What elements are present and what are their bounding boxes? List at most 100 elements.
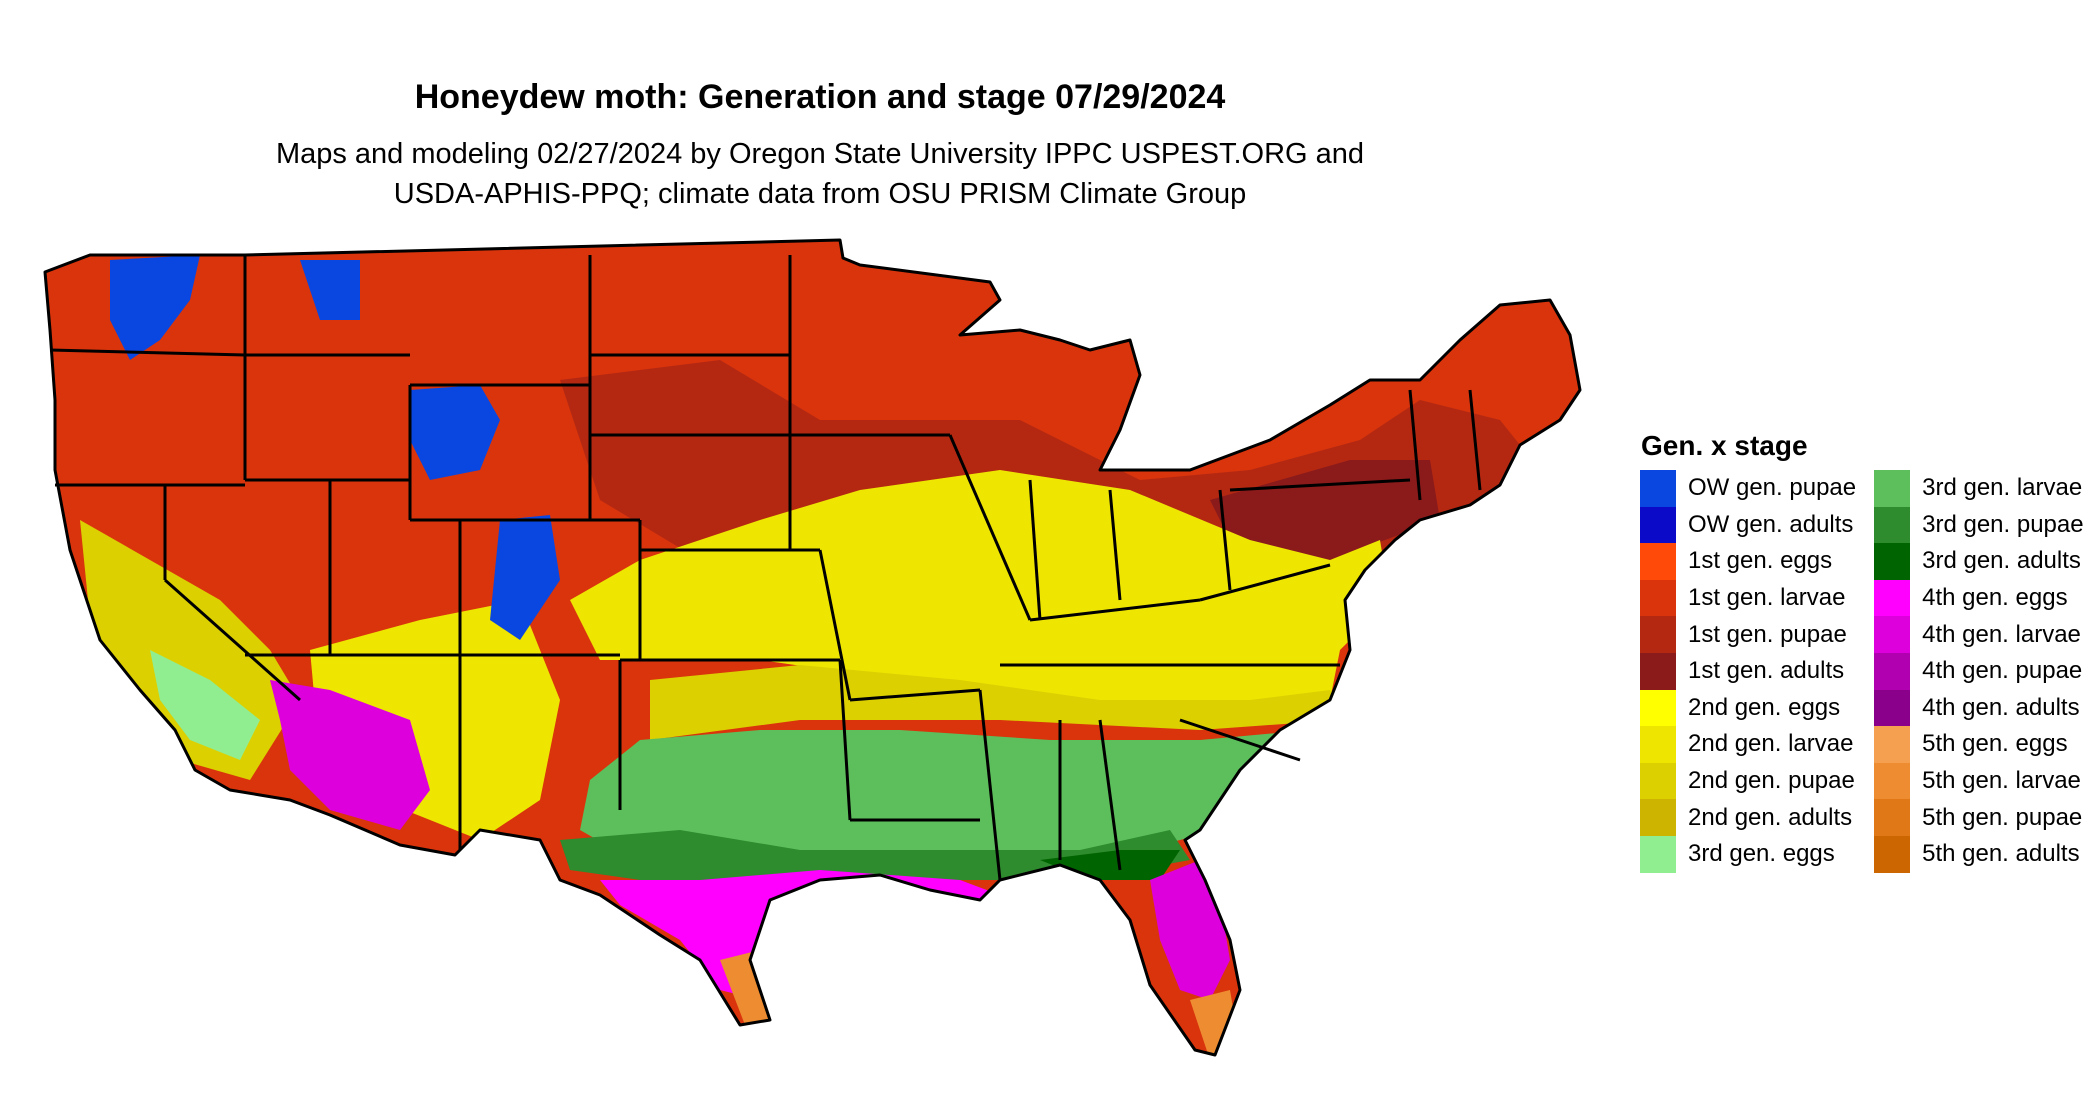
legend-label: 5th gen. eggs bbox=[1922, 730, 2068, 758]
legend-item: 1st gen. eggs bbox=[1640, 543, 1856, 580]
zone-4th-gen-eggs-texas-gulf bbox=[600, 870, 1000, 1000]
map-title: Honeydew moth: Generation and stage 07/2… bbox=[414, 78, 1226, 116]
legend-item: OW gen. adults bbox=[1640, 506, 1856, 544]
legend-title: Gen. x stage bbox=[1641, 430, 1808, 461]
legend-label: 2nd gen. pupae bbox=[1688, 767, 1855, 795]
border-line bbox=[1028, 479, 1042, 621]
legend-swatch bbox=[1874, 616, 1911, 653]
legend-item: 4th gen. eggs bbox=[1874, 579, 2083, 617]
legend-column-2: 3rd gen. larvae 3rd gen. pupae 3rd gen. ad… bbox=[1874, 470, 2084, 873]
subtitle-line-1: Maps and modeling 02/27/2024 by Oregon S… bbox=[275, 138, 1365, 170]
legend-swatch bbox=[1640, 470, 1676, 507]
legend-swatch bbox=[1874, 799, 1911, 836]
legend-swatch bbox=[1640, 543, 1676, 580]
us-generation-map bbox=[43, 238, 1582, 1057]
legend-label: 2nd gen. eggs bbox=[1688, 693, 1841, 721]
legend-item: 5th gen. eggs bbox=[1874, 726, 2083, 763]
zone-3rd-gen-eggs-california bbox=[150, 650, 260, 760]
border-line bbox=[1029, 598, 1201, 622]
border-line bbox=[1199, 563, 1331, 602]
legend-swatch bbox=[1874, 835, 1911, 873]
zone-3rd-gen-pupae bbox=[560, 830, 1190, 880]
legend-label: 5th gen. adults bbox=[1922, 840, 2080, 868]
legend-label: 1st gen. pupae bbox=[1688, 620, 1847, 648]
legend-item: 4th gen. adults bbox=[1874, 689, 2083, 727]
legend-label: OW gen. adults bbox=[1688, 510, 1854, 538]
legend-swatch bbox=[1874, 762, 1911, 800]
legend-item: 2nd gen. pupae bbox=[1640, 762, 1856, 800]
legend-item: 1st gen. larvae bbox=[1640, 579, 1856, 617]
legend-label: 3rd gen. adults bbox=[1922, 547, 2081, 575]
legend-swatch bbox=[1640, 835, 1676, 873]
border-line bbox=[948, 434, 1032, 621]
legend-item: 5th gen. adults bbox=[1874, 835, 2083, 873]
zone-ow-gen-pupae-colorado bbox=[490, 515, 560, 640]
legend-label: 5th gen. pupae bbox=[1922, 803, 2083, 831]
legend-column-1: OW gen. pupae OW gen. adults 1st gen. eggs… bbox=[1640, 470, 1856, 873]
border-line bbox=[978, 689, 1002, 881]
zone-ow-gen-pupae-idaho bbox=[300, 260, 360, 320]
legend-label: 1st gen. adults bbox=[1688, 657, 1845, 685]
legend-swatch bbox=[1640, 799, 1676, 836]
subtitle-line-2: USDA-APHIS-PPQ; climate data from OSU PR… bbox=[393, 178, 1247, 210]
legend-swatch bbox=[1874, 652, 1911, 690]
legend-swatch bbox=[1640, 762, 1676, 800]
legend-swatch bbox=[1874, 726, 1911, 763]
legend-swatch bbox=[1874, 543, 1911, 580]
legend-label: 1st gen. eggs bbox=[1688, 547, 1833, 575]
border-line bbox=[818, 549, 852, 701]
zone-ow-gen-pupae-washington bbox=[110, 255, 200, 360]
legend-swatch bbox=[1640, 616, 1676, 653]
border-line bbox=[1098, 719, 1122, 871]
legend-label: 4th gen. adults bbox=[1922, 693, 2080, 721]
legend-label: 2nd gen. adults bbox=[1688, 803, 1853, 831]
map-subtitle: Maps and modeling 02/27/2024 by Oregon S… bbox=[0, 134, 1640, 214]
border-line bbox=[1179, 718, 1301, 762]
zone-4th-gen-larvae-arizona bbox=[270, 680, 430, 830]
border-line bbox=[849, 688, 981, 702]
legend-item: 2nd gen. larvae bbox=[1640, 726, 1856, 763]
legend-item: 2nd gen. eggs bbox=[1640, 689, 1856, 727]
legend-item: OW gen. pupae bbox=[1640, 470, 1856, 507]
legend-item: 5th gen. pupae bbox=[1874, 799, 2083, 836]
legend-swatch bbox=[1874, 506, 1911, 544]
border-line bbox=[1468, 389, 1482, 491]
zone-2nd-gen-larvae bbox=[570, 470, 1390, 720]
legend-item: 4th gen. pupae bbox=[1874, 652, 2083, 690]
legend-label: 5th gen. larvae bbox=[1922, 767, 2081, 795]
border-line bbox=[838, 659, 852, 821]
legend-swatch bbox=[1640, 689, 1676, 727]
legend-label: 3rd gen. pupae bbox=[1922, 510, 2084, 538]
legend-label: 4th gen. pupae bbox=[1922, 657, 2083, 685]
legend-label: OW gen. pupae bbox=[1688, 474, 1857, 502]
legend-item: 5th gen. larvae bbox=[1874, 762, 2083, 800]
legend-item: 4th gen. larvae bbox=[1874, 616, 2083, 653]
legend-swatch bbox=[1640, 726, 1676, 763]
border-line bbox=[164, 578, 301, 702]
legend-swatch bbox=[1640, 652, 1676, 690]
legend-label: 4th gen. larvae bbox=[1922, 620, 2081, 648]
legend-label: 4th gen. eggs bbox=[1922, 584, 2068, 612]
legend-item: 1st gen. pupae bbox=[1640, 616, 1856, 653]
legend-swatch bbox=[1874, 689, 1911, 727]
state-borders bbox=[43, 238, 1582, 1057]
border-line bbox=[1108, 489, 1122, 601]
zone-2nd-gen-pupae bbox=[650, 665, 1340, 740]
border-line bbox=[1408, 389, 1422, 501]
legend-item: 3rd gen. larvae bbox=[1874, 470, 2083, 507]
border-line bbox=[49, 348, 246, 357]
legend-label: 3rd gen. eggs bbox=[1688, 840, 1835, 868]
legend-swatch bbox=[1640, 579, 1676, 617]
legend: Gen. x stage OW gen. pupae OW gen. adults… bbox=[1640, 430, 2084, 873]
border-line bbox=[1229, 478, 1411, 492]
legend-item: 1st gen. adults bbox=[1640, 652, 1856, 690]
border-line bbox=[1218, 489, 1232, 591]
legend-item: 2nd gen. adults bbox=[1640, 799, 1856, 836]
legend-label: 1st gen. larvae bbox=[1688, 584, 1846, 612]
legend-item: 3rd gen. pupae bbox=[1874, 506, 2084, 544]
legend-item: 3rd gen. adults bbox=[1874, 543, 2083, 580]
legend-label: 2nd gen. larvae bbox=[1688, 730, 1854, 758]
legend-swatch bbox=[1874, 470, 1911, 507]
legend-item: 3rd gen. eggs bbox=[1640, 835, 1856, 873]
legend-label: 3rd gen. larvae bbox=[1922, 474, 2083, 502]
